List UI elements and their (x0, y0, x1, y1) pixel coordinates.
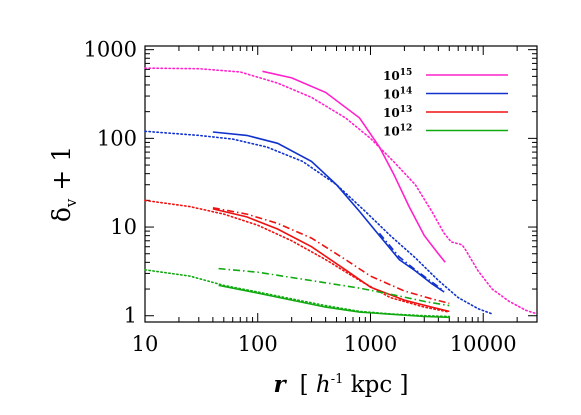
series-line-solid (212, 208, 450, 313)
legend-label: 1012 (383, 124, 412, 139)
legend-label-base: 10 (383, 106, 400, 120)
axis-ticks: 10 100 1000 10000 1 10 100 1000 (84, 38, 538, 356)
y-axis-label-sub: v (62, 198, 80, 208)
x-axis-label: r [ h-1 kpc ] (273, 371, 408, 398)
legend-label-exp: 14 (400, 87, 413, 97)
legend-label-exp: 13 (400, 105, 413, 115)
y-axis-label-main: δ (47, 207, 76, 222)
legend-label-base: 10 (383, 125, 400, 139)
x-tick-label: 10000 (450, 332, 517, 356)
x-axis-label-var: r (273, 371, 287, 398)
y-axis-label-tail: + 1 (47, 146, 76, 199)
x-axis-label-open: [ (300, 372, 316, 398)
x-tick-label: 10 (132, 332, 159, 356)
y-axis-label: δv + 1 (47, 146, 80, 222)
legend-label-exp: 12 (400, 124, 413, 134)
legend-label-exp: 15 (400, 68, 413, 78)
series-line-solid (212, 131, 445, 293)
series-line-dashdot (212, 207, 450, 305)
plot-frame (144, 45, 538, 323)
x-axis-label-exp: -1 (331, 372, 344, 387)
x-tick-label: 1000 (344, 332, 397, 356)
legend-label: 1013 (383, 105, 412, 120)
y-tick-label: 10 (110, 215, 137, 239)
y-tick-label: 100 (97, 126, 137, 150)
y-tick-label: 1 (124, 304, 137, 328)
x-axis-label-h: h (316, 372, 331, 398)
legend-label: 1014 (383, 87, 412, 102)
x-axis-label-unit: kpc ] (343, 372, 408, 398)
y-tick-label: 1000 (84, 38, 137, 62)
series-line-dotted (144, 199, 451, 313)
series-line-dotted (144, 130, 493, 315)
series-line-solid (218, 284, 450, 319)
series-layer (144, 67, 538, 319)
legend-label-base: 10 (383, 69, 400, 83)
series-line-dashdot (218, 267, 450, 307)
series-line-dotted (144, 269, 451, 318)
x-tick-label: 100 (238, 332, 278, 356)
series-line-dashdot (378, 232, 445, 292)
series-line-dotted (144, 67, 538, 315)
legend-label-base: 10 (383, 88, 400, 102)
series-line-solid (262, 70, 446, 263)
legend-label: 1015 (383, 68, 412, 83)
